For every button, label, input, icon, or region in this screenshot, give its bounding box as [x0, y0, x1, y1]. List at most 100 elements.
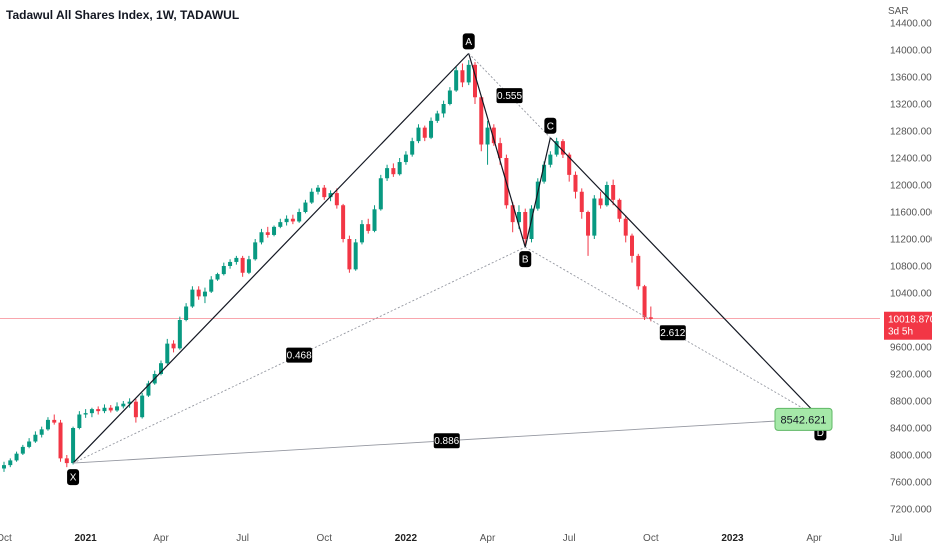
candle-body — [108, 407, 113, 411]
candle-body — [177, 320, 182, 349]
pattern-leg-bc — [524, 137, 551, 248]
candle-body — [171, 343, 176, 349]
candle-body — [648, 317, 653, 319]
x-tick-label: 2022 — [395, 533, 418, 544]
candle-body — [8, 460, 13, 466]
target-price-box: 8542.621 — [774, 407, 833, 431]
ratio-tag-label: 0.886 — [434, 436, 459, 447]
candle-body — [636, 255, 641, 287]
candle-body — [209, 279, 214, 292]
point-tag-label: A — [465, 37, 472, 48]
x-tick-label: Oct — [0, 533, 12, 544]
candle-body — [64, 458, 69, 464]
pattern-ratio-line-xb — [72, 246, 526, 464]
y-tick-label: 11200.000 — [890, 235, 932, 246]
candle-body — [510, 205, 515, 223]
target-price-label: 8542.621 — [781, 414, 827, 426]
candle-body — [71, 428, 76, 464]
candle-body — [479, 97, 484, 145]
candle-body — [190, 289, 195, 307]
y-tick-label: 14400.000 — [890, 19, 932, 30]
y-tick-label: 12800.000 — [890, 127, 932, 138]
candle-body — [611, 185, 616, 200]
candle-body — [45, 419, 50, 430]
candle-body — [429, 120, 434, 138]
candle-body — [422, 127, 427, 138]
candle-body — [372, 209, 377, 231]
candle-body — [290, 218, 295, 222]
candle-body — [535, 181, 540, 209]
candle-body — [579, 191, 584, 212]
candle-body — [303, 202, 308, 212]
candle-body — [121, 403, 126, 407]
candle-body — [353, 242, 358, 270]
candle-body — [196, 289, 201, 297]
ratio-tag-box — [286, 347, 313, 363]
x-tick-label: Jul — [563, 533, 576, 544]
candle-body — [391, 168, 396, 175]
y-tick-label: 13200.000 — [890, 100, 932, 111]
ratio-tag: 0.886 — [433, 433, 460, 449]
x-tick-label: Apr — [153, 533, 169, 544]
candle-body — [272, 226, 277, 235]
candle-body — [435, 113, 440, 121]
candle-body — [542, 164, 547, 182]
candle-body — [548, 154, 553, 165]
candle-body — [573, 174, 578, 192]
y-axis: 7200.000 7600.000 8000.000 8400.000 8800.000… — [890, 19, 932, 516]
ratio-tag: 0.468 — [286, 347, 313, 363]
candle-body — [33, 434, 38, 442]
last-price-box — [884, 311, 932, 340]
pattern-leg-xa — [72, 52, 470, 464]
candle-body — [159, 363, 163, 374]
point-tag-label: C — [547, 121, 554, 132]
candle-body — [460, 70, 465, 83]
y-tick-label: 10800.000 — [890, 262, 932, 273]
x-tick-label: 2021 — [75, 533, 98, 544]
candle-body — [554, 141, 559, 155]
candle-body — [630, 235, 634, 256]
point-tag-label: B — [522, 255, 529, 266]
ratio-tag: 2.612 — [659, 325, 686, 341]
candle-body — [385, 168, 390, 179]
candle-body — [347, 239, 352, 270]
candle-body — [366, 224, 371, 231]
ratio-tag-box — [496, 88, 523, 104]
candlestick-series — [2, 60, 653, 472]
last-price-value: 10018.870 — [888, 315, 932, 326]
candle-body — [83, 413, 88, 415]
y-tick-label: 12400.000 — [890, 154, 932, 165]
y-tick-label: 8000.000 — [890, 451, 932, 462]
y-tick-label: 14000.000 — [890, 46, 932, 57]
candle-body — [598, 198, 603, 206]
y-tick-label: 7600.000 — [890, 478, 932, 489]
ratio-tag-box — [659, 325, 686, 341]
candle-body — [642, 286, 647, 318]
y-tick-label: 8800.000 — [890, 397, 932, 408]
candle-body — [397, 162, 402, 175]
candle-body — [58, 422, 63, 459]
candle-body — [184, 306, 189, 320]
ratio-tag-box — [433, 433, 460, 449]
candle-body — [466, 64, 471, 83]
candle-body — [146, 383, 151, 396]
ratio-tag-label: 0.555 — [497, 91, 522, 102]
point-tag-box — [544, 117, 557, 134]
candle-body — [473, 64, 477, 98]
candle-body — [454, 70, 459, 91]
candle-body — [447, 90, 452, 104]
candle-body — [52, 419, 57, 423]
x-tick-label: Oct — [643, 533, 659, 544]
candle-body — [592, 198, 597, 236]
candle-body — [567, 154, 572, 175]
pattern-point-c: C — [544, 117, 557, 134]
candle-body — [491, 127, 496, 144]
candle-body — [334, 193, 339, 206]
pattern-point-a: A — [462, 33, 475, 50]
candle-body — [529, 208, 534, 239]
x-tick-label: Oct — [316, 533, 332, 544]
candle-body — [39, 429, 44, 435]
point-tag-box — [519, 251, 532, 268]
candle-body — [2, 465, 6, 469]
